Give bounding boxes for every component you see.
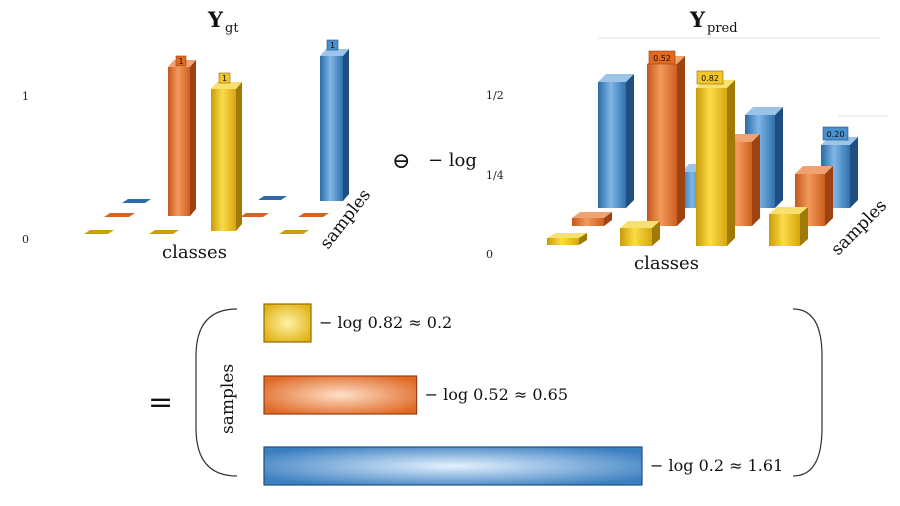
ypred-tick-0: 0 bbox=[486, 248, 493, 261]
ypred-bar-label-yellow: 0.82 bbox=[701, 74, 719, 83]
ygt-panel: Y gt 1 0 1 1 bbox=[22, 7, 375, 263]
ypred-bar-yellow-1 bbox=[547, 233, 587, 245]
ominus-symbol: ⊖ bbox=[392, 149, 410, 174]
loss-label-yellow: − log 0.82 ≈ 0.2 bbox=[319, 313, 452, 332]
ygt-tile bbox=[279, 230, 309, 234]
ygt-bar-label-blue: 1 bbox=[330, 41, 335, 50]
ygt-bar-yellow: 1 bbox=[211, 72, 242, 231]
ypred-bar-orange-4 bbox=[795, 166, 833, 226]
ypred-axis-classes: classes bbox=[634, 253, 699, 274]
loss-bar-orange bbox=[263, 375, 418, 415]
ypred-bar-blue-4: 0.20 bbox=[821, 126, 858, 208]
ypred-panel: Y pred 1/2 1/4 0 0.20 bbox=[486, 7, 891, 274]
ypred-bar-yellow-4 bbox=[769, 207, 808, 246]
ygt-tile bbox=[104, 213, 135, 217]
loss-bar-blue bbox=[263, 446, 643, 486]
loss-bar-yellow bbox=[263, 303, 312, 343]
minus-log-text: − log bbox=[428, 150, 477, 171]
ygt-tile bbox=[84, 230, 114, 234]
ypred-bar-blue-1 bbox=[598, 74, 634, 208]
operator: ⊖ − log bbox=[392, 149, 477, 174]
result-axis-samples: samples bbox=[218, 364, 238, 434]
ygt-bar-orange: 1 bbox=[168, 55, 196, 216]
ypred-tick-quarter: 1/4 bbox=[486, 169, 504, 182]
ygt-tile bbox=[149, 230, 179, 234]
ypred-bar-orange-1 bbox=[572, 212, 612, 226]
ypred-tick-half: 1/2 bbox=[486, 89, 504, 102]
ygt-axis-classes: classes bbox=[162, 242, 227, 263]
ypred-bar-orange-2: 0.52 bbox=[647, 50, 685, 226]
result-panel: = samples − log 0.82 ≈ 0.2 − log 0.52 ≈ … bbox=[148, 303, 823, 486]
ygt-title-main: Y bbox=[207, 7, 224, 32]
ygt-tile bbox=[298, 213, 329, 217]
ypred-bar-label-blue: 0.20 bbox=[827, 130, 845, 139]
ypred-bar-yellow-2 bbox=[620, 221, 660, 246]
loss-label-blue: − log 0.2 ≈ 1.61 bbox=[650, 456, 783, 475]
ypred-bar-yellow-3: 0.82 bbox=[696, 70, 735, 246]
ygt-bar-blue: 1 bbox=[320, 39, 349, 201]
ypred-title-sub: pred bbox=[707, 21, 738, 36]
ygt-bar-label-orange: 1 bbox=[178, 57, 183, 66]
ygt-tile bbox=[258, 196, 287, 200]
ygt-tick-1: 1 bbox=[22, 90, 29, 103]
left-bracket bbox=[195, 308, 238, 477]
right-bracket bbox=[792, 308, 823, 477]
loss-label-orange: − log 0.52 ≈ 0.65 bbox=[425, 385, 568, 404]
ypred-title-main: Y bbox=[689, 7, 706, 32]
ygt-tick-0: 0 bbox=[22, 233, 29, 246]
equals-sign: = bbox=[148, 385, 173, 420]
ygt-tile bbox=[122, 199, 151, 203]
ygt-title-sub: gt bbox=[225, 21, 239, 36]
ygt-bar-label-yellow: 1 bbox=[222, 74, 227, 83]
ypred-bar-label-orange: 0.52 bbox=[653, 54, 671, 63]
ygt-tile bbox=[240, 213, 269, 217]
